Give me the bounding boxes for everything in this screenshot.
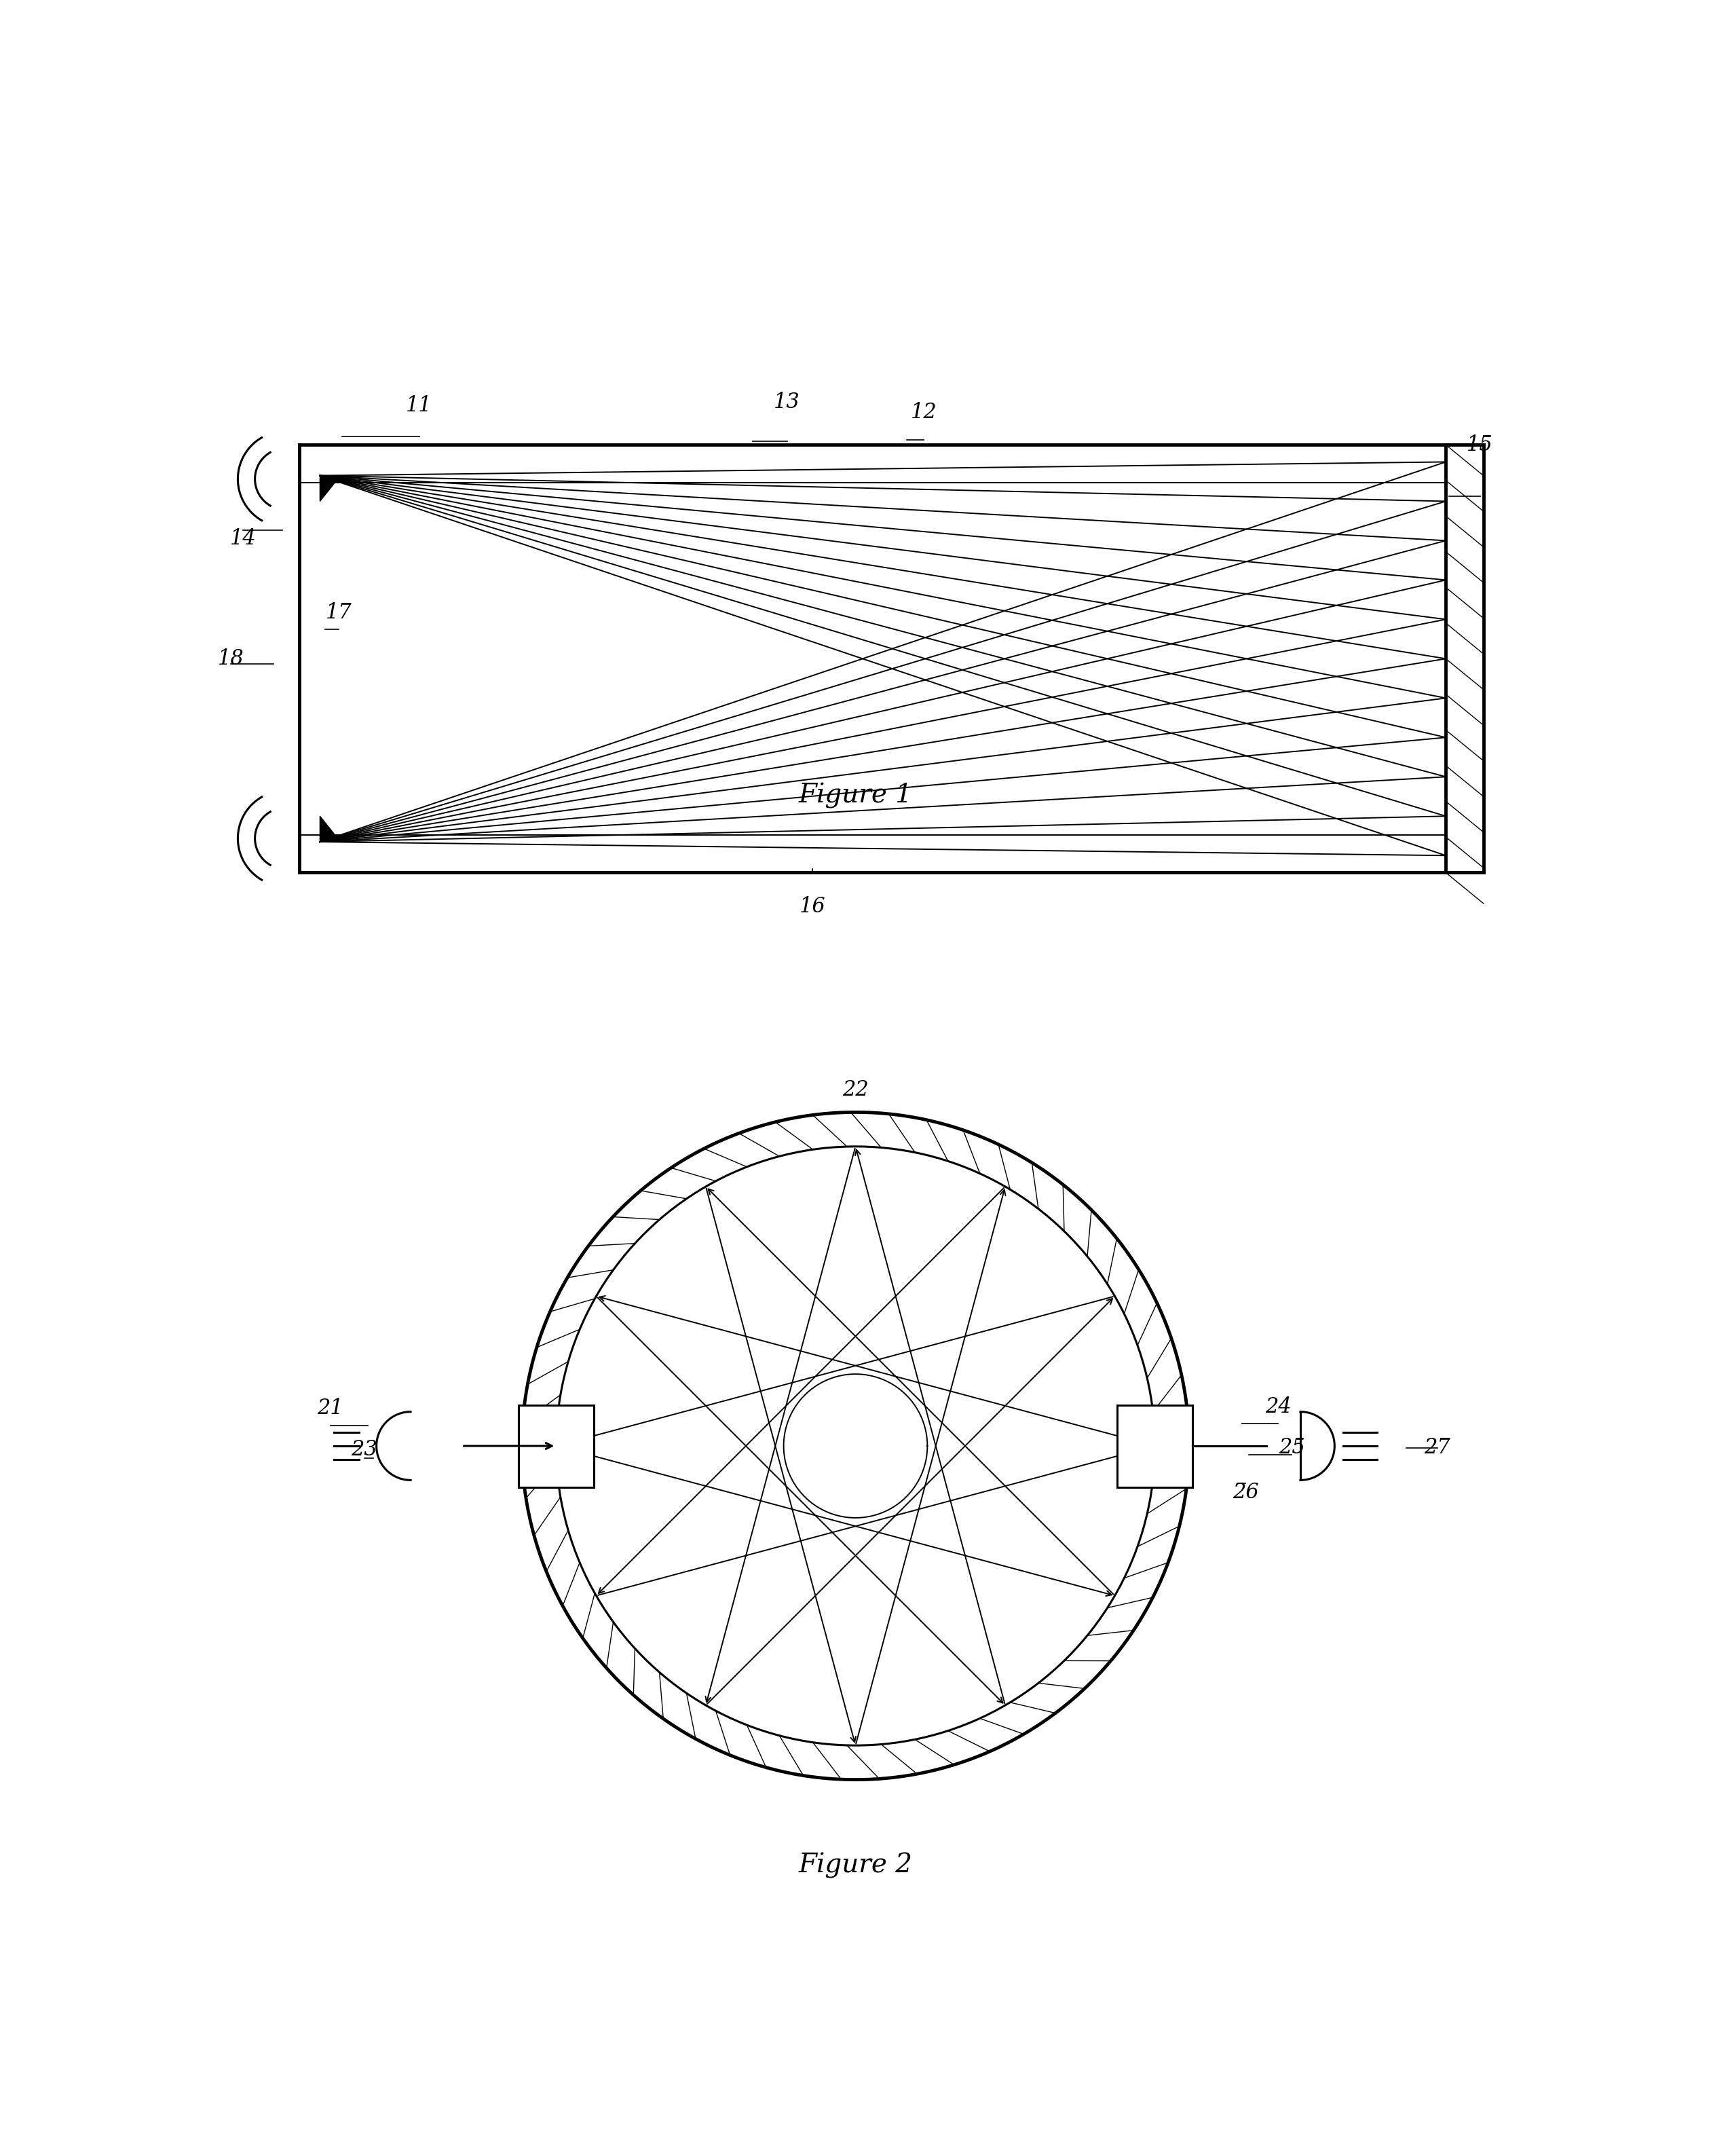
Bar: [518, 1406, 594, 1488]
Text: Figure 2: Figure 2: [799, 1852, 912, 1878]
Text: 15: 15: [1466, 433, 1494, 455]
Bar: [1446, 444, 1483, 873]
Text: 17: 17: [325, 602, 352, 623]
Polygon shape: [320, 817, 340, 841]
Text: 26: 26: [1232, 1481, 1259, 1503]
Bar: [1117, 1406, 1193, 1488]
Text: 25: 25: [1278, 1438, 1305, 1457]
Text: 13: 13: [773, 392, 801, 412]
Text: Figure 1: Figure 1: [799, 783, 912, 809]
Text: 18: 18: [217, 649, 245, 668]
Text: 24: 24: [1264, 1397, 1292, 1416]
Text: 11: 11: [406, 395, 433, 416]
Text: 27: 27: [1424, 1438, 1451, 1457]
Text: 14: 14: [229, 528, 257, 550]
Text: 21: 21: [317, 1397, 344, 1419]
Polygon shape: [320, 476, 340, 502]
Text: 23: 23: [351, 1438, 378, 1460]
Text: 16: 16: [799, 897, 826, 918]
Text: 12: 12: [910, 401, 938, 423]
Text: 22: 22: [842, 1080, 869, 1100]
